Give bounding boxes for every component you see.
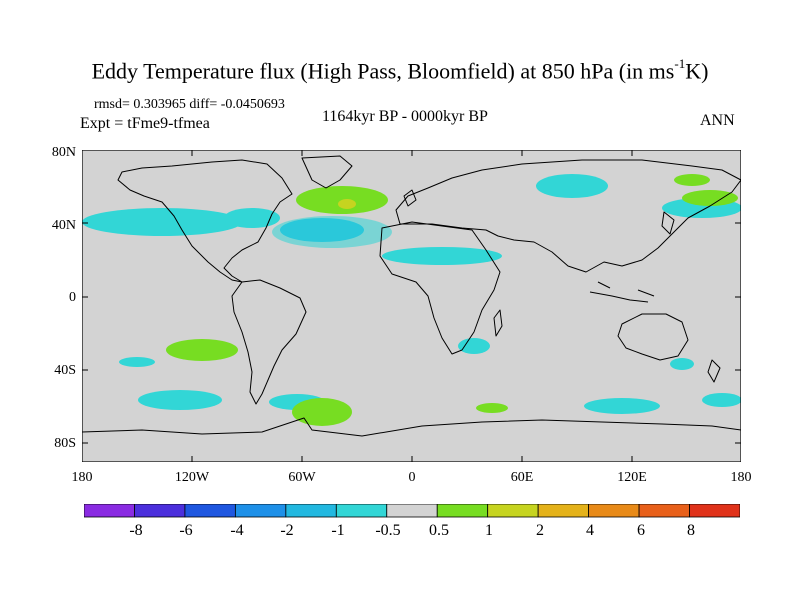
coast-new-zealand <box>707 359 721 383</box>
lat-label-0: 0 <box>69 290 76 305</box>
patch-north-atlantic-cyan <box>272 216 392 248</box>
colorbar-box <box>588 504 640 518</box>
colorbar-label: -2 <box>280 522 294 539</box>
plot-title: Eddy Temperature flux (High Pass, Bloomf… <box>0 56 800 84</box>
colorbar-box <box>184 504 236 518</box>
colorbar <box>84 504 740 518</box>
colorbar-label: 2 <box>536 522 544 539</box>
colorbar-box <box>285 504 337 518</box>
colorbar-label: 8 <box>687 522 695 539</box>
coast-australia <box>617 313 689 361</box>
colorbar-boxes <box>84 504 740 518</box>
title-superscript: -1 <box>674 56 686 71</box>
lat-label-80n: 80N <box>51 145 76 160</box>
map-background <box>82 150 741 462</box>
patch-southern-ocean-green-2 <box>476 403 508 413</box>
coast-japan <box>661 211 675 235</box>
experiment-label: Expt = tFme9-tfmea <box>80 115 210 132</box>
colorbar-label: 1 <box>485 522 493 539</box>
patch-south-atlantic-green <box>292 398 352 426</box>
patch-north-pacific-cyan <box>82 208 242 236</box>
colorbar-label: 6 <box>637 522 645 539</box>
patch-arctic-green <box>674 174 710 186</box>
title-main: Eddy Temperature flux (High Pass, Bloomf… <box>91 58 675 84</box>
colorbar-label: -4 <box>230 522 244 539</box>
patch-south-pacific-green <box>166 339 238 361</box>
patch-labrador-cyan <box>224 208 280 228</box>
patch-north-atlantic-yellow <box>338 199 356 209</box>
colorbar-box <box>84 504 135 518</box>
coastlines <box>82 155 741 437</box>
lon-label-0: 0 <box>408 470 416 485</box>
lon-label-180e: 180 <box>730 470 752 485</box>
lon-label-120w: 120W <box>174 470 210 485</box>
coast-africa <box>379 221 501 355</box>
coast-north-america <box>117 159 293 283</box>
patch-south-pacific-cyan <box>119 357 155 367</box>
coast-eurasia <box>395 159 741 273</box>
lon-label-60e: 60E <box>510 470 534 485</box>
flux-patches <box>82 174 741 426</box>
colorbar-box <box>436 504 489 518</box>
colorbar-box <box>234 504 287 518</box>
colorbar-label: -0.5 <box>375 522 401 539</box>
colorbar-box <box>638 504 690 518</box>
patch-southern-ocean-cyan-3 <box>702 393 741 407</box>
lon-label-180w: 180 <box>71 470 93 485</box>
lat-label-80s: 80S <box>54 436 76 451</box>
coast-uk <box>403 189 417 207</box>
coast-greenland <box>301 155 353 189</box>
colorbar-label: 4 <box>586 522 594 539</box>
lat-label-40s: 40S <box>54 363 76 378</box>
lat-label-40n: 40N <box>51 218 76 233</box>
lon-label-120e: 120E <box>617 470 647 485</box>
coast-antarctica <box>82 417 741 437</box>
period-label: 1164kyr BP - 0000kyr BP <box>322 108 488 125</box>
title-end: K) <box>685 58 709 84</box>
patch-siberia-cyan <box>536 174 608 198</box>
coast-indonesia <box>589 281 655 303</box>
colorbar-box <box>335 504 388 518</box>
lon-label-60w: 60W <box>288 470 316 485</box>
patch-southern-ocean-cyan-1 <box>138 390 222 410</box>
colorbar-box <box>386 504 438 518</box>
colorbar-label: 0.5 <box>429 522 449 539</box>
patch-kamchatka-green <box>682 190 738 206</box>
colorbar-label: -8 <box>129 522 143 539</box>
coast-madagascar <box>493 309 503 337</box>
patch-south-africa-cyan <box>458 338 490 354</box>
season-label: ANN <box>700 112 735 129</box>
patch-australia-cyan <box>670 358 694 370</box>
map-ticks <box>82 150 741 462</box>
patch-southern-ocean-cyan-2 <box>584 398 660 414</box>
patch-north-africa-cyan <box>382 247 502 265</box>
coast-south-america <box>231 279 307 405</box>
stats-line: rmsd= 0.303965 diff= -0.0450693 <box>94 97 285 112</box>
map-panel <box>82 150 741 462</box>
colorbar-label: -1 <box>331 522 345 539</box>
colorbar-box <box>134 504 186 518</box>
colorbar-box <box>537 504 590 518</box>
colorbar-label: -6 <box>179 522 193 539</box>
colorbar-box <box>487 504 539 518</box>
colorbar-box <box>689 504 740 518</box>
